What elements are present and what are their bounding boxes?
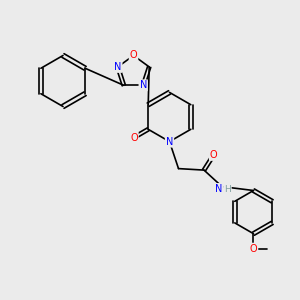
Text: O: O	[250, 244, 257, 254]
Text: O: O	[130, 50, 137, 61]
Text: H: H	[224, 184, 231, 194]
Text: O: O	[130, 133, 138, 142]
Text: O: O	[210, 150, 218, 160]
Text: N: N	[140, 80, 147, 90]
Text: N: N	[215, 184, 222, 194]
Text: N: N	[114, 62, 122, 72]
Text: N: N	[166, 136, 173, 147]
